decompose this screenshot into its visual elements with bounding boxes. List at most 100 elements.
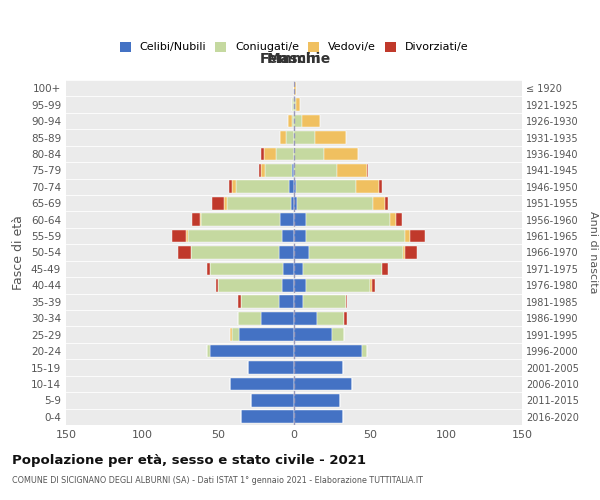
Bar xyxy=(280,131,286,144)
Bar xyxy=(294,378,352,390)
Bar xyxy=(224,197,227,209)
Bar xyxy=(303,262,382,276)
Bar xyxy=(309,246,403,259)
Bar xyxy=(332,328,344,341)
Bar xyxy=(294,262,303,276)
Bar xyxy=(289,180,294,193)
Bar xyxy=(385,197,388,209)
Bar xyxy=(251,394,294,407)
Bar xyxy=(306,230,405,242)
Bar xyxy=(294,148,325,160)
Bar xyxy=(192,213,200,226)
Bar xyxy=(200,213,201,226)
Bar xyxy=(291,197,294,209)
Bar xyxy=(232,180,236,193)
Bar xyxy=(344,312,347,324)
Y-axis label: Fasce di età: Fasce di età xyxy=(13,215,25,290)
Bar xyxy=(371,279,374,292)
Bar xyxy=(294,394,340,407)
Bar xyxy=(236,180,289,193)
Bar xyxy=(260,164,265,177)
Bar xyxy=(265,164,292,177)
Bar xyxy=(303,296,346,308)
Bar xyxy=(286,131,294,144)
Bar xyxy=(229,180,232,193)
Bar xyxy=(294,197,297,209)
Bar xyxy=(230,378,294,390)
Bar xyxy=(238,312,260,324)
Bar xyxy=(294,361,343,374)
Bar xyxy=(279,246,294,259)
Bar xyxy=(296,98,300,111)
Bar xyxy=(356,180,379,193)
Bar xyxy=(239,328,294,341)
Bar xyxy=(294,328,332,341)
Bar xyxy=(410,230,425,242)
Bar xyxy=(241,410,294,423)
Bar xyxy=(294,410,343,423)
Bar xyxy=(396,213,402,226)
Bar xyxy=(296,180,356,193)
Bar xyxy=(288,114,292,128)
Bar xyxy=(297,197,373,209)
Bar xyxy=(294,164,337,177)
Bar xyxy=(178,246,191,259)
Bar xyxy=(259,164,260,177)
Bar xyxy=(390,213,396,226)
Text: COMUNE DI SICIGNANO DEGLI ALBURNI (SA) - Dati ISTAT 1° gennaio 2021 - Elaborazio: COMUNE DI SICIGNANO DEGLI ALBURNI (SA) -… xyxy=(12,476,423,485)
Bar xyxy=(294,180,296,193)
Bar xyxy=(248,361,294,374)
Bar xyxy=(292,98,294,111)
Bar xyxy=(241,296,279,308)
Bar xyxy=(260,312,294,324)
Bar xyxy=(208,344,211,358)
Bar xyxy=(263,148,276,160)
Text: Maschi: Maschi xyxy=(266,52,320,66)
Bar xyxy=(232,328,239,341)
Bar xyxy=(346,296,347,308)
Text: Popolazione per età, sesso e stato civile - 2021: Popolazione per età, sesso e stato civil… xyxy=(12,454,366,467)
Bar xyxy=(282,279,294,292)
Bar xyxy=(211,344,294,358)
Bar xyxy=(276,148,294,160)
Bar xyxy=(212,197,224,209)
Bar xyxy=(294,279,306,292)
Bar xyxy=(306,213,390,226)
Bar xyxy=(325,148,358,160)
Bar xyxy=(405,246,417,259)
Bar xyxy=(283,262,294,276)
Bar xyxy=(260,148,263,160)
Bar xyxy=(379,180,382,193)
Bar xyxy=(201,213,280,226)
Bar xyxy=(373,197,385,209)
Bar xyxy=(294,131,315,144)
Bar xyxy=(315,131,346,144)
Bar xyxy=(217,279,218,292)
Bar xyxy=(337,164,367,177)
Bar xyxy=(294,344,362,358)
Bar xyxy=(294,246,309,259)
Bar xyxy=(211,262,283,276)
Bar xyxy=(218,279,282,292)
Bar xyxy=(279,296,294,308)
Bar xyxy=(294,230,306,242)
Bar xyxy=(294,213,306,226)
Bar xyxy=(238,296,241,308)
Bar xyxy=(370,279,371,292)
Bar xyxy=(230,328,232,341)
Bar xyxy=(292,114,294,128)
Bar xyxy=(367,164,368,177)
Bar xyxy=(292,164,294,177)
Bar xyxy=(294,82,296,94)
Bar xyxy=(186,230,188,242)
Bar xyxy=(294,296,303,308)
Bar xyxy=(403,246,405,259)
Bar xyxy=(302,114,320,128)
Bar xyxy=(405,230,410,242)
Legend: Celibi/Nubili, Coniugati/e, Vedovi/e, Divorziati/e: Celibi/Nubili, Coniugati/e, Vedovi/e, Di… xyxy=(115,38,473,57)
Bar xyxy=(227,197,291,209)
Bar xyxy=(191,246,279,259)
Bar xyxy=(282,230,294,242)
Bar xyxy=(294,114,302,128)
Bar xyxy=(208,262,211,276)
